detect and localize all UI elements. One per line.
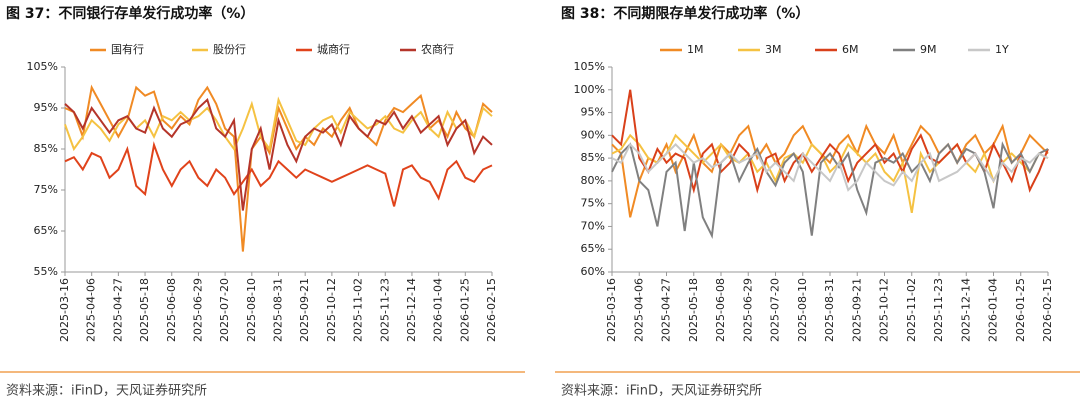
x-tick-label: 2025-11-02	[352, 278, 365, 342]
x-tick-label: 2025-06-08	[165, 278, 178, 342]
x-tick-label: 2025-09-21	[850, 278, 863, 342]
legend-label: 1Y	[995, 43, 1009, 56]
y-tick-label: 95%	[34, 101, 58, 114]
x-tick-label: 2025-04-27	[660, 278, 673, 342]
y-tick-label: 85%	[581, 151, 605, 164]
chart-title: 图 37：不同银行存单发行成功率（%）	[6, 5, 254, 22]
x-tick-label: 2025-04-06	[85, 278, 98, 342]
y-tick-label: 85%	[34, 142, 58, 155]
series-line	[64, 84, 493, 252]
x-tick-label: 2025-08-31	[823, 278, 836, 342]
x-tick-label: 2025-04-06	[632, 278, 645, 342]
source-note: 资料来源：iFinD，天风证券研究所	[6, 383, 207, 399]
x-tick-label: 2026-02-15	[1041, 278, 1054, 342]
y-tick-label: 65%	[581, 242, 605, 255]
x-tick-label: 2025-11-23	[378, 278, 391, 342]
y-tick-label: 105%	[27, 60, 58, 73]
legend-label: 1M	[687, 43, 704, 56]
y-tick-label: 105%	[574, 60, 605, 73]
legend-label: 国有行	[111, 42, 144, 56]
x-tick-label: 2025-10-12	[878, 278, 891, 342]
chart-title: 图 38：不同期限存单发行成功率（%）	[561, 5, 809, 22]
legend-label: 农商行	[421, 42, 454, 56]
x-tick-label: 2025-06-29	[741, 278, 754, 342]
y-tick-label: 75%	[581, 197, 605, 210]
legend-label: 城商行	[317, 42, 350, 56]
y-tick-label: 55%	[34, 265, 58, 278]
series-line	[64, 141, 493, 207]
y-tick-label: 60%	[581, 265, 605, 278]
y-tick-label: 95%	[581, 106, 605, 119]
y-tick-label: 70%	[581, 219, 605, 232]
x-tick-label: 2025-12-14	[959, 278, 972, 342]
y-tick-label: 65%	[34, 224, 58, 237]
legend-label: 6M	[842, 43, 859, 56]
legend-label: 9M	[920, 43, 937, 56]
y-tick-label: 100%	[574, 83, 605, 96]
x-tick-label: 2025-11-02	[905, 278, 918, 342]
x-tick-label: 2025-11-23	[932, 278, 945, 342]
x-tick-label: 2025-03-16	[58, 278, 71, 342]
x-tick-label: 2025-07-20	[769, 278, 782, 342]
x-tick-label: 2025-08-31	[272, 278, 285, 342]
x-tick-label: 2026-01-25	[458, 278, 471, 342]
x-tick-label: 2025-12-14	[405, 278, 418, 342]
legend-label: 3M	[765, 43, 782, 56]
x-tick-label: 2025-10-12	[325, 278, 338, 342]
x-tick-label: 2026-01-04	[987, 278, 1000, 342]
y-tick-label: 75%	[34, 183, 58, 196]
series-line	[611, 133, 1049, 213]
x-tick-label: 2025-06-29	[191, 278, 204, 342]
x-tick-label: 2025-03-16	[605, 278, 618, 342]
x-tick-label: 2026-01-04	[432, 278, 445, 342]
x-tick-label: 2025-09-21	[298, 278, 311, 342]
x-tick-label: 2026-02-15	[485, 278, 498, 342]
y-tick-label: 80%	[581, 174, 605, 187]
x-tick-label: 2025-06-08	[714, 278, 727, 342]
x-tick-label: 2025-05-18	[687, 278, 700, 342]
series-line	[611, 142, 1049, 192]
x-tick-label: 2025-07-20	[218, 278, 231, 342]
legend-label: 股份行	[213, 43, 246, 56]
x-tick-label: 2025-08-10	[245, 278, 258, 342]
source-note: 资料来源：iFinD，天风证券研究所	[561, 383, 762, 399]
x-tick-label: 2025-05-18	[138, 278, 151, 342]
x-tick-label: 2025-08-10	[796, 278, 809, 342]
x-tick-label: 2025-04-27	[111, 278, 124, 342]
x-tick-label: 2026-01-25	[1014, 278, 1027, 342]
series-line	[64, 97, 493, 211]
y-tick-label: 90%	[581, 128, 605, 141]
